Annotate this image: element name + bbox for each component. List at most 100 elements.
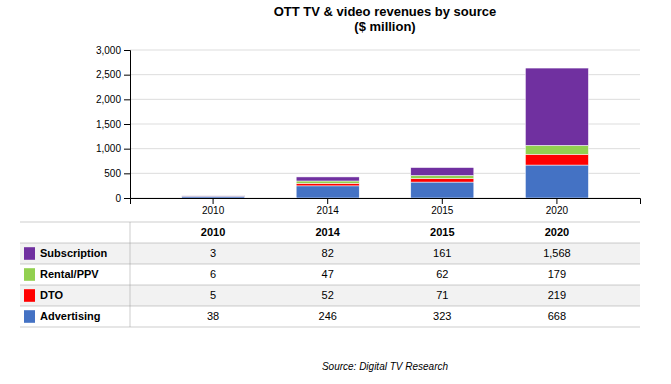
swatch xyxy=(24,289,35,302)
table-row-label: DTO xyxy=(40,289,63,301)
table-rule xyxy=(20,243,640,244)
bar xyxy=(296,177,359,181)
swatch xyxy=(24,247,35,260)
table-row-label: Subscription xyxy=(40,247,108,259)
series xyxy=(182,68,589,196)
title-line: OTT TV & video revenues by source xyxy=(274,4,497,19)
table-header: 2014 xyxy=(315,226,340,238)
table-cell: 161 xyxy=(433,247,451,259)
chart: OTT TV & video revenues by source($ mill… xyxy=(0,0,671,384)
table-rule xyxy=(20,222,640,223)
table-cell: 323 xyxy=(433,310,451,322)
bar xyxy=(182,196,245,198)
bar xyxy=(296,183,359,186)
series xyxy=(182,154,589,196)
tick-mark xyxy=(124,75,130,76)
table-cell: 38 xyxy=(207,310,219,322)
tick: 2010 xyxy=(202,198,225,216)
tick-label: 1,500 xyxy=(96,119,121,130)
tick-label: 1,000 xyxy=(96,143,121,154)
table-row-bg xyxy=(20,243,640,264)
bar xyxy=(525,154,588,165)
x-axis: 2010 2014 2015 2020 xyxy=(131,198,641,216)
table-rule xyxy=(20,264,640,265)
tick-mark xyxy=(327,198,328,204)
table-cell: 62 xyxy=(436,268,448,280)
tick: 500 xyxy=(104,168,130,179)
table-row-label: Advertising xyxy=(40,310,101,322)
grid-line xyxy=(130,50,640,51)
axis-line xyxy=(131,199,641,205)
tick-mark xyxy=(124,149,130,150)
table-cell: 246 xyxy=(319,310,337,322)
tick: 2,500 xyxy=(96,69,130,80)
bar xyxy=(411,168,474,176)
table-cell: 52 xyxy=(322,289,334,301)
bar xyxy=(182,195,245,196)
table-cell: 5 xyxy=(210,289,216,301)
grid xyxy=(130,50,640,198)
bar xyxy=(525,145,588,154)
tick-label: 2020 xyxy=(546,205,569,216)
tick-label: 2,500 xyxy=(96,69,121,80)
table-cell: 668 xyxy=(548,310,566,322)
table-rule xyxy=(20,327,640,328)
table-cell: 47 xyxy=(322,268,334,280)
tick: 3,000 xyxy=(96,45,130,56)
tick: 1,000 xyxy=(96,143,130,154)
swatch xyxy=(24,268,35,281)
table-header: 2015 xyxy=(430,226,454,238)
tick-mark xyxy=(124,173,130,174)
tick: 2015 xyxy=(431,198,454,216)
tick-label: 3,000 xyxy=(96,45,121,56)
table-cell: 179 xyxy=(548,268,566,280)
tick: 2020 xyxy=(546,198,569,216)
bar xyxy=(296,186,359,198)
tick-label: 2,000 xyxy=(96,94,121,105)
table-cell: 1,568 xyxy=(543,247,571,259)
bar xyxy=(411,182,474,198)
bar xyxy=(525,165,588,198)
table-row-label: Rental/PPV xyxy=(40,268,99,280)
swatch xyxy=(24,310,35,323)
tick-label: 500 xyxy=(104,168,121,179)
title: OTT TV & video revenues by source($ mill… xyxy=(274,4,497,34)
tick-label: 0 xyxy=(115,193,121,204)
bar xyxy=(411,179,474,183)
table-cell: 6 xyxy=(210,268,216,280)
series xyxy=(182,165,589,198)
tick-label: 2014 xyxy=(317,205,340,216)
bar xyxy=(296,181,359,183)
bar xyxy=(182,195,245,196)
tick-mark xyxy=(213,198,214,204)
y-axis: 0 500 1,000 1,500 2,000 2,500 3,000 xyxy=(96,45,131,204)
table-row-bg xyxy=(20,306,640,327)
title-line: ($ million) xyxy=(354,19,415,34)
tick-label: 2015 xyxy=(431,205,454,216)
table-row-bg xyxy=(20,264,640,285)
bars xyxy=(182,68,589,198)
tick: 0 xyxy=(115,193,130,204)
tick-mark xyxy=(124,198,130,199)
tick-mark xyxy=(124,99,130,100)
table-rule xyxy=(20,285,640,286)
data-table: 2010201420152020Subscription3821611,568R… xyxy=(20,222,640,327)
tick: 1,500 xyxy=(96,119,130,130)
bar xyxy=(525,68,588,145)
tick: 2,000 xyxy=(96,94,130,105)
tick-mark xyxy=(124,124,130,125)
series xyxy=(182,145,589,195)
tick: 2014 xyxy=(317,198,340,216)
annotation: Source: Digital TV Research xyxy=(322,361,449,372)
table-header: 2010 xyxy=(201,226,225,238)
bar xyxy=(411,176,474,179)
tick-label: 2010 xyxy=(202,205,225,216)
table-cell: 219 xyxy=(548,289,566,301)
table-rule xyxy=(130,222,131,327)
table-cell: 3 xyxy=(210,247,216,259)
table-rule xyxy=(20,306,640,307)
table-row-bg xyxy=(20,285,640,306)
table-cell: 71 xyxy=(436,289,448,301)
tick-mark xyxy=(442,198,443,204)
table-cell: 82 xyxy=(322,247,334,259)
